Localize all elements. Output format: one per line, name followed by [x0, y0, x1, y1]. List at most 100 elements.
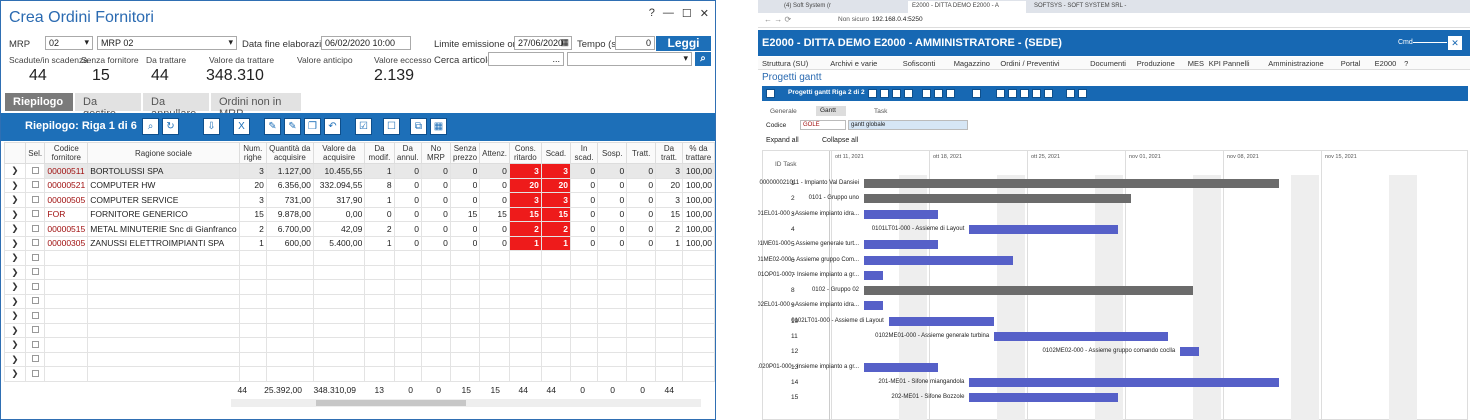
table-row[interactable]: ❯ 00000505 COMPUTER SERVICE 3 731,00 317,90 1 0… [4, 192, 715, 208]
column-header[interactable]: Ragione sociale [87, 142, 240, 164]
menu-item[interactable]: Documenti [1090, 59, 1126, 68]
copy-icon[interactable]: ❐ [304, 118, 321, 135]
table-row[interactable]: ❯ 00000511 BORTOLUSSI SPA 3 1.127,00 10.455,5… [4, 163, 715, 179]
table-row[interactable]: ❯ [4, 337, 715, 353]
h-scrollbar[interactable] [231, 399, 701, 407]
column-header[interactable]: Valore da acquisire [312, 142, 366, 164]
table-row[interactable]: ❯ [4, 351, 715, 367]
row-arrow-icon[interactable]: ❯ [4, 366, 26, 382]
row-arrow-icon[interactable]: ❯ [4, 293, 26, 309]
gantt-bar[interactable] [864, 255, 1013, 265]
table-row[interactable]: ❯ 00000305 ZANUSSI ELETTROIMPIANTI SPA 1 600… [4, 235, 715, 251]
zoom-icon[interactable]: ⌕ [142, 118, 159, 135]
gantt-bar[interactable] [864, 194, 1131, 204]
row-checkbox[interactable] [24, 308, 46, 324]
gantt-bar[interactable] [994, 332, 1168, 341]
column-header[interactable]: Da tratt. [655, 142, 683, 164]
tab-ordini-non-mrp[interactable]: Ordini non in MRP [211, 93, 301, 120]
menu-item[interactable]: KPI Pannelli [1208, 59, 1250, 68]
gantt-bar[interactable] [864, 240, 939, 250]
search-icon[interactable] [922, 89, 931, 98]
table-row[interactable]: ❯ [4, 322, 715, 338]
window-icon[interactable] [1066, 89, 1075, 98]
close-icon[interactable]: ✕ [1448, 36, 1462, 50]
minimize-icon[interactable]: — [662, 7, 674, 19]
menu-item[interactable]: Archivi e varie [830, 59, 878, 68]
row-checkbox[interactable] [24, 293, 46, 309]
column-header[interactable]: Cons. ritardo [508, 142, 542, 164]
column-header[interactable]: Num. righe [238, 142, 267, 164]
column-header[interactable]: Sosp. [597, 142, 628, 164]
row-arrow-icon[interactable]: ❯ [4, 221, 26, 237]
table-row[interactable]: ❯ 00000521 COMPUTER HW 20 6.356,00 332.094,55… [4, 177, 715, 193]
row-checkbox[interactable] [24, 351, 46, 367]
menu-item[interactable]: Ordini / Preventivi [1000, 59, 1060, 68]
menu-item[interactable]: ? [1404, 59, 1409, 68]
row-checkbox[interactable] [24, 322, 46, 338]
search-icon[interactable]: ⌕ [695, 52, 711, 66]
delete-icon[interactable] [1032, 89, 1041, 98]
first-icon[interactable] [868, 89, 877, 98]
table-row[interactable]: ❯ [4, 293, 715, 309]
prev-icon[interactable] [880, 89, 889, 98]
row-checkbox[interactable] [24, 163, 46, 179]
row-checkbox[interactable] [24, 279, 46, 295]
mrp-desc-select[interactable]: MRP 02 [97, 36, 237, 50]
table-row[interactable]: ❯ [4, 308, 715, 324]
tab-riepilogo[interactable]: Riepilogo [5, 93, 73, 111]
table-row[interactable]: ❯ 00000515 METAL MINUTERIE Snc di Gianfran… [4, 221, 715, 237]
menu-item[interactable]: Portal [1340, 59, 1361, 68]
column-header[interactable]: Sel. [24, 142, 46, 164]
data-fine-field[interactable]: 06/02/2020 10:00 [321, 36, 411, 50]
edit-icon[interactable]: ✎ [264, 118, 281, 135]
tab-generale[interactable]: Generale [770, 108, 797, 115]
row-arrow-icon[interactable]: ❯ [4, 264, 26, 280]
row-checkbox[interactable] [24, 250, 46, 266]
menu-item[interactable]: Amministrazione [1268, 59, 1324, 68]
cmd-input[interactable] [1413, 42, 1447, 43]
gantt-bar[interactable] [969, 224, 1119, 234]
browser-tab[interactable]: SOFTSYS - SOFT SYSTEM SRL - [1034, 3, 1127, 9]
column-header[interactable]: Da modif. [364, 142, 395, 164]
menu-item[interactable]: Produzione [1136, 59, 1175, 68]
square-icon[interactable]: ☐ [383, 118, 400, 135]
tab-da-annullare[interactable]: Da annullare [143, 93, 209, 120]
table-row[interactable]: ❯ FOR FORNITORE GENERICO 15 9.878,00 0,00 0 0 0 1… [4, 206, 715, 222]
menu-item[interactable]: E2000 [1374, 59, 1397, 68]
table-row[interactable]: ❯ [4, 279, 715, 295]
gantt-bar[interactable] [864, 301, 883, 311]
row-arrow-icon[interactable]: ❯ [4, 351, 26, 367]
list-icon[interactable] [934, 89, 943, 98]
close-icon[interactable]: ✕ [699, 8, 709, 20]
column-header[interactable]: Attenz. [479, 142, 510, 164]
row-arrow-icon[interactable]: ❯ [4, 322, 26, 338]
column-header[interactable]: Tratt. [626, 142, 657, 164]
cerca-desc-select[interactable] [567, 52, 692, 66]
column-header[interactable]: Da annul. [393, 142, 423, 164]
gantt-bar[interactable] [969, 393, 1119, 403]
menu-item[interactable]: Struttura (SU) [762, 59, 809, 68]
back-icon[interactable]: ← → ⟳ [764, 15, 792, 24]
maximize-icon[interactable]: ☐ [681, 8, 692, 20]
row-arrow-icon[interactable]: ❯ [4, 235, 26, 251]
gantt-bar[interactable] [864, 362, 939, 372]
browser-tab[interactable]: (4) Soft System (r [784, 3, 832, 9]
browser-tab-active[interactable]: E2000 - DITTA DEMO E2000 - A [908, 1, 1026, 13]
row-checkbox[interactable] [24, 192, 46, 208]
row-checkbox[interactable] [24, 206, 46, 222]
row-checkbox[interactable] [24, 235, 46, 251]
copy-icon[interactable] [1008, 89, 1017, 98]
menu-item[interactable]: Magazzino [953, 59, 990, 68]
row-arrow-icon[interactable]: ❯ [4, 308, 26, 324]
tab-task[interactable]: Task [874, 108, 888, 115]
last-icon[interactable] [904, 89, 913, 98]
row-checkbox[interactable] [24, 366, 46, 382]
help-icon[interactable]: ? [648, 7, 655, 19]
gantt-bar[interactable] [864, 179, 1280, 188]
check-icon[interactable]: ☑ [355, 118, 372, 135]
table-row[interactable]: ❯ [4, 250, 715, 266]
undo-icon[interactable] [1020, 89, 1029, 98]
calendar-icon[interactable]: ▦ [560, 37, 569, 47]
grid-icon[interactable]: ▦ [430, 118, 447, 135]
row-arrow-icon[interactable]: ❯ [4, 206, 26, 222]
